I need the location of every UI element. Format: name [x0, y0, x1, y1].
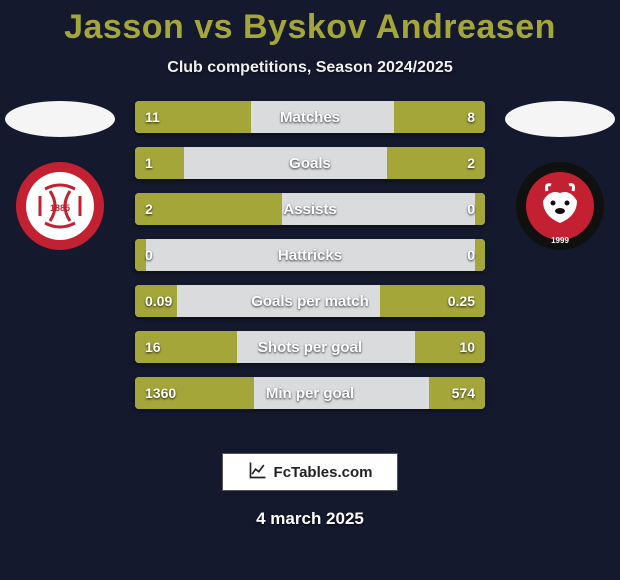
- stat-bar-right: [387, 147, 485, 179]
- stat-bar-right: [415, 331, 485, 363]
- comparison-content: 1885 1999 118Matches 12Goals 20Assists 00Ha…: [0, 101, 620, 441]
- chart-icon: [248, 460, 268, 484]
- player-right-club-badge: 1999: [515, 161, 605, 251]
- player-left-avatar-placeholder: [5, 101, 115, 137]
- subtitle: Club competitions, Season 2024/2025: [0, 59, 620, 77]
- player-left-club-badge: 1885: [15, 161, 105, 251]
- player-left-column: 1885: [0, 101, 120, 251]
- stat-bar-left: [135, 147, 184, 179]
- stat-row: 00Hattricks: [135, 239, 485, 271]
- stat-bar-left: [135, 377, 254, 409]
- watermark-text: FcTables.com: [274, 464, 373, 481]
- player-right-column: 1999: [500, 101, 620, 251]
- stat-bar-left: [135, 239, 146, 271]
- stat-bar-left: [135, 331, 237, 363]
- stat-row: 0.090.25Goals per match: [135, 285, 485, 317]
- stat-bar-right: [394, 101, 485, 133]
- stat-bar-right: [380, 285, 485, 317]
- player-right-avatar-placeholder: [505, 101, 615, 137]
- stat-bar-right: [475, 239, 486, 271]
- svg-text:1885: 1885: [50, 203, 70, 213]
- stat-row: 12Goals: [135, 147, 485, 179]
- stats-list: 118Matches 12Goals 20Assists 00Hattricks 0.0…: [135, 101, 485, 423]
- page-title: Jasson vs Byskov Andreasen: [0, 0, 620, 47]
- stat-bar-left: [135, 285, 177, 317]
- stat-bar-right: [475, 193, 486, 225]
- watermark: FcTables.com: [222, 453, 398, 491]
- stat-bar-right: [429, 377, 485, 409]
- date-text: 4 march 2025: [0, 509, 620, 529]
- svg-text:1999: 1999: [551, 236, 569, 245]
- stat-row: 20Assists: [135, 193, 485, 225]
- stat-bar-left: [135, 101, 251, 133]
- stat-row: 1360574Min per goal: [135, 377, 485, 409]
- stat-row: 1610Shots per goal: [135, 331, 485, 363]
- stat-bar-track: [135, 239, 485, 271]
- stat-bar-left: [135, 193, 282, 225]
- stat-row: 118Matches: [135, 101, 485, 133]
